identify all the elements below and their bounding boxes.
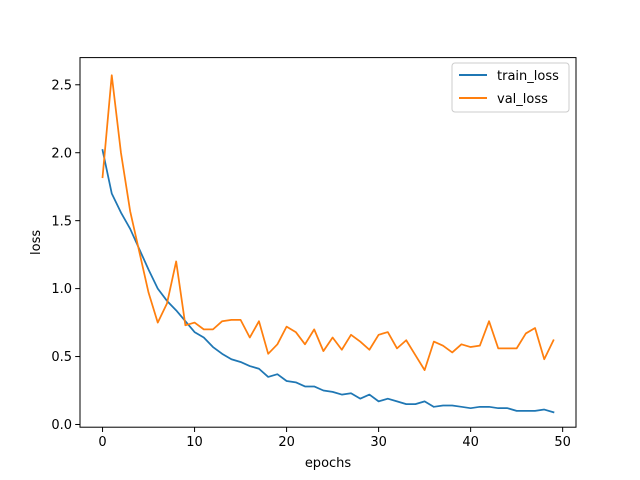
axes-frame [79, 57, 577, 428]
x-axis-label: epochs [305, 456, 352, 471]
y-tick-label: 2.0 [51, 146, 72, 161]
x-tick-label: 40 [462, 435, 479, 450]
series-line-train-loss [101, 148, 555, 414]
y-axis-ticks: 0.0 0.5 1.0 1.5 2.0 2.5 [51, 78, 80, 433]
x-tick-label: 10 [186, 435, 203, 450]
x-tick-label: 50 [554, 435, 571, 450]
x-tick-label: 20 [278, 435, 295, 450]
x-tick-label: 0 [98, 435, 106, 450]
y-tick-label: 1.0 [51, 282, 72, 297]
y-tick-label: 0.5 [51, 350, 72, 365]
series-line-val-loss [101, 74, 555, 372]
y-tick-label: 0.0 [51, 418, 72, 433]
x-tick-label: 30 [370, 435, 387, 450]
legend-label-train-loss: train_loss [497, 69, 559, 84]
y-axis-label: loss [29, 230, 44, 255]
plot-lines [101, 74, 555, 414]
legend-label-val-loss: val_loss [497, 92, 548, 107]
y-tick-label: 2.5 [51, 78, 72, 93]
legend: train_loss val_loss [451, 62, 570, 113]
x-axis-ticks: 0 10 20 30 40 50 [98, 427, 571, 450]
y-tick-label: 1.5 [51, 214, 72, 229]
